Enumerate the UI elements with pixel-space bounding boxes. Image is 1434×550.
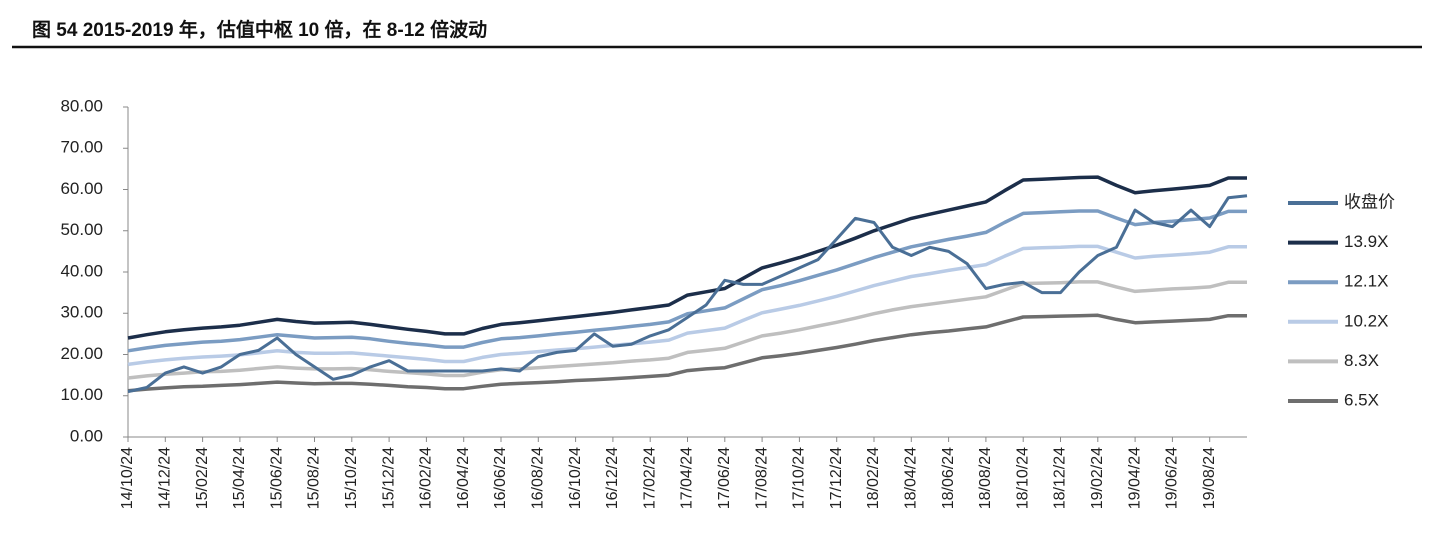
legend-label: 10.2X [1344,311,1388,330]
x-tick-label: 16/10/24 [567,447,584,509]
x-tick-label: 19/08/24 [1201,447,1218,509]
y-tick-label: 10.00 [60,385,103,404]
y-tick-label: 70.00 [60,138,103,157]
x-tick-label: 19/04/24 [1126,447,1143,509]
x-tick-label: 18/12/24 [1052,447,1069,509]
x-tick-label: 17/06/24 [716,447,733,509]
series-line [127,313,1247,393]
legend-label: 13.9X [1344,232,1388,251]
y-tick-label: 20.00 [60,344,103,363]
x-tick-label: 17/10/24 [791,447,808,509]
x-tick-label: 15/08/24 [306,447,323,509]
x-tick-label: 18/10/24 [1014,447,1031,509]
series-line [127,209,1247,353]
series-line [127,194,1248,394]
legend-label: 12.1X [1344,272,1388,291]
x-tick-label: 18/04/24 [903,447,920,509]
chart-title: 图 54 2015-2019 年，估值中枢 10 倍，在 8-12 倍波动 [32,18,487,41]
x-tick-label: 16/12/24 [604,447,621,509]
x-tick-label: 14/12/24 [157,447,174,509]
series-line [127,280,1247,380]
x-tick-label: 17/04/24 [679,447,696,509]
series-line [127,244,1247,367]
x-tick-label: 15/04/24 [231,447,248,509]
x-tick-label: 18/08/24 [977,447,994,509]
x-tick-label: 16/04/24 [455,447,472,509]
x-tick-label: 15/06/24 [268,447,285,509]
x-tick-label: 19/02/24 [1089,447,1106,509]
x-tick-label: 18/06/24 [940,447,957,509]
y-tick-label: 0.00 [70,426,103,445]
x-tick-label: 16/06/24 [492,447,509,509]
x-tick-label: 17/12/24 [828,447,845,509]
y-tick-label: 30.00 [60,303,103,322]
y-tick-label: 60.00 [60,179,103,198]
legend-label: 6.5X [1344,390,1379,409]
x-tick-label: 17/08/24 [753,447,770,509]
y-tick-label: 40.00 [60,261,103,280]
y-tick-label: 80.00 [60,96,103,115]
x-tick-label: 15/12/24 [380,447,397,509]
x-tick-label: 16/02/24 [418,447,435,509]
x-tick-label: 18/02/24 [865,447,882,509]
x-tick-label: 15/02/24 [194,447,211,509]
x-tick-label: 14/10/24 [119,447,136,509]
legend-label: 收盘价 [1344,192,1395,211]
y-tick-label: 50.00 [60,220,103,239]
x-tick-label: 17/02/24 [641,447,658,509]
legend-label: 8.3X [1344,351,1379,370]
series-line [127,175,1247,340]
x-tick-label: 15/10/24 [343,447,360,509]
x-tick-label: 16/08/24 [530,447,547,509]
x-tick-label: 19/06/24 [1164,447,1181,509]
